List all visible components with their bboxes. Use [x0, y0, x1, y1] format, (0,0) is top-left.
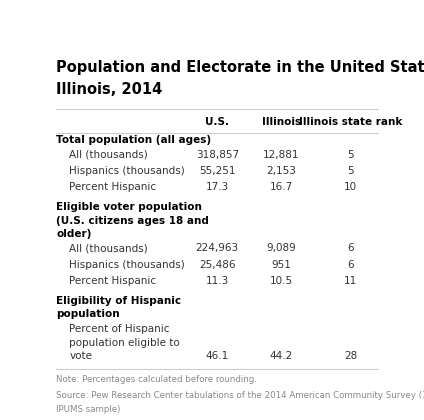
Text: 11.3: 11.3	[206, 276, 229, 286]
Text: Total population (all ages): Total population (all ages)	[56, 135, 212, 145]
Text: IPUMS sample): IPUMS sample)	[56, 404, 121, 414]
Text: 46.1: 46.1	[206, 351, 229, 361]
Text: All (thousands): All (thousands)	[70, 244, 148, 253]
Text: 6: 6	[347, 244, 354, 253]
Text: 44.2: 44.2	[270, 351, 293, 361]
Text: Illinois state rank: Illinois state rank	[298, 117, 402, 127]
Text: Percent Hispanic: Percent Hispanic	[70, 182, 156, 192]
Text: All (thousands): All (thousands)	[70, 150, 148, 160]
Text: 9,089: 9,089	[267, 244, 296, 253]
Text: 10.5: 10.5	[270, 276, 293, 286]
Text: 16.7: 16.7	[270, 182, 293, 192]
Text: 10: 10	[344, 182, 357, 192]
Text: 12,881: 12,881	[263, 150, 300, 160]
Text: 28: 28	[344, 351, 357, 361]
Text: Note: Percentages calculated before rounding.: Note: Percentages calculated before roun…	[56, 375, 257, 384]
Text: population eligible to: population eligible to	[70, 338, 180, 348]
Text: population: population	[56, 310, 120, 320]
Text: 11: 11	[344, 276, 357, 286]
Text: Percent Hispanic: Percent Hispanic	[70, 276, 156, 286]
Text: 224,963: 224,963	[196, 244, 239, 253]
Text: 2,153: 2,153	[266, 166, 296, 176]
Text: 318,857: 318,857	[196, 150, 239, 160]
Text: 5: 5	[347, 150, 354, 160]
Text: older): older)	[56, 229, 92, 239]
Text: 55,251: 55,251	[199, 166, 236, 176]
Text: (U.S. citizens ages 18 and: (U.S. citizens ages 18 and	[56, 215, 209, 226]
Text: 6: 6	[347, 260, 354, 270]
Text: U.S.: U.S.	[205, 117, 229, 127]
Text: Illinois, 2014: Illinois, 2014	[56, 82, 162, 97]
Text: Hispanics (thousands): Hispanics (thousands)	[70, 260, 185, 270]
Text: Eligibility of Hispanic: Eligibility of Hispanic	[56, 296, 181, 306]
Text: Source: Pew Research Center tabulations of the 2014 American Community Survey (1: Source: Pew Research Center tabulations …	[56, 391, 424, 400]
Text: Hispanics (thousands): Hispanics (thousands)	[70, 166, 185, 176]
Text: Eligible voter population: Eligible voter population	[56, 202, 202, 213]
Text: Population and Electorate in the United States and: Population and Electorate in the United …	[56, 60, 424, 75]
Text: 5: 5	[347, 166, 354, 176]
Text: Percent of Hispanic: Percent of Hispanic	[70, 324, 170, 334]
Text: 17.3: 17.3	[206, 182, 229, 192]
Text: vote: vote	[70, 351, 92, 361]
Text: Illinois: Illinois	[262, 117, 301, 127]
Text: 951: 951	[271, 260, 291, 270]
Text: 25,486: 25,486	[199, 260, 236, 270]
